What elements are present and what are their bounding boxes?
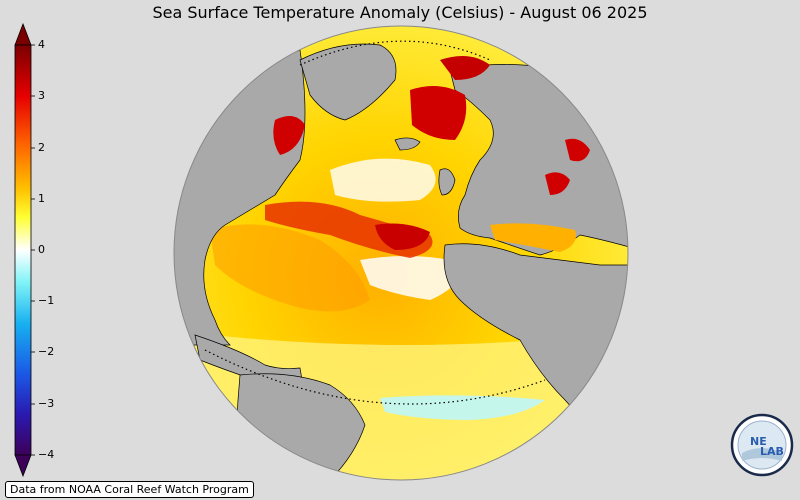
ocean-anomaly [380, 395, 545, 420]
colorbar-tick: 2 [38, 141, 45, 154]
globe-outline [173, 25, 629, 481]
ocean-anomaly [330, 158, 436, 202]
tropic-line [204, 349, 546, 405]
colorbar-tick: −1 [38, 294, 55, 307]
ocean-anomaly [565, 138, 590, 162]
colorbar-tick: 1 [38, 192, 45, 205]
data-credit-label: Data from NOAA Coral Reef Watch Program [5, 481, 254, 498]
colorbar [14, 22, 35, 478]
colorbar-tick: −4 [38, 448, 55, 461]
ocean-anomaly [545, 172, 570, 195]
ocean-anomaly [210, 224, 370, 312]
colorbar-tick: 0 [38, 243, 45, 256]
ocean-anomaly [360, 256, 470, 300]
colorbar-tick: 4 [38, 38, 45, 51]
land-britain [438, 168, 456, 196]
land-central-america [194, 334, 303, 386]
land-iceland [394, 137, 421, 151]
map-title: Sea Surface Temperature Anomaly (Celsius… [152, 3, 648, 22]
ocean-anomaly [490, 223, 576, 252]
colorbar-tick: −2 [38, 345, 55, 358]
colorbar-tick: 3 [38, 89, 45, 102]
colorbar-tick: −3 [38, 397, 55, 410]
land-greenland [299, 43, 397, 121]
nesdis-lab-logo-icon: NE LAB [730, 413, 794, 477]
logo-text-ne: NE [750, 435, 767, 448]
arctic-circle-line [299, 40, 491, 66]
logo-text-lab: LAB [760, 445, 784, 458]
ocean-anomaly [273, 116, 305, 155]
ocean-anomaly [375, 223, 430, 250]
ocean-anomaly [440, 56, 490, 80]
ocean-anomaly [410, 86, 467, 140]
